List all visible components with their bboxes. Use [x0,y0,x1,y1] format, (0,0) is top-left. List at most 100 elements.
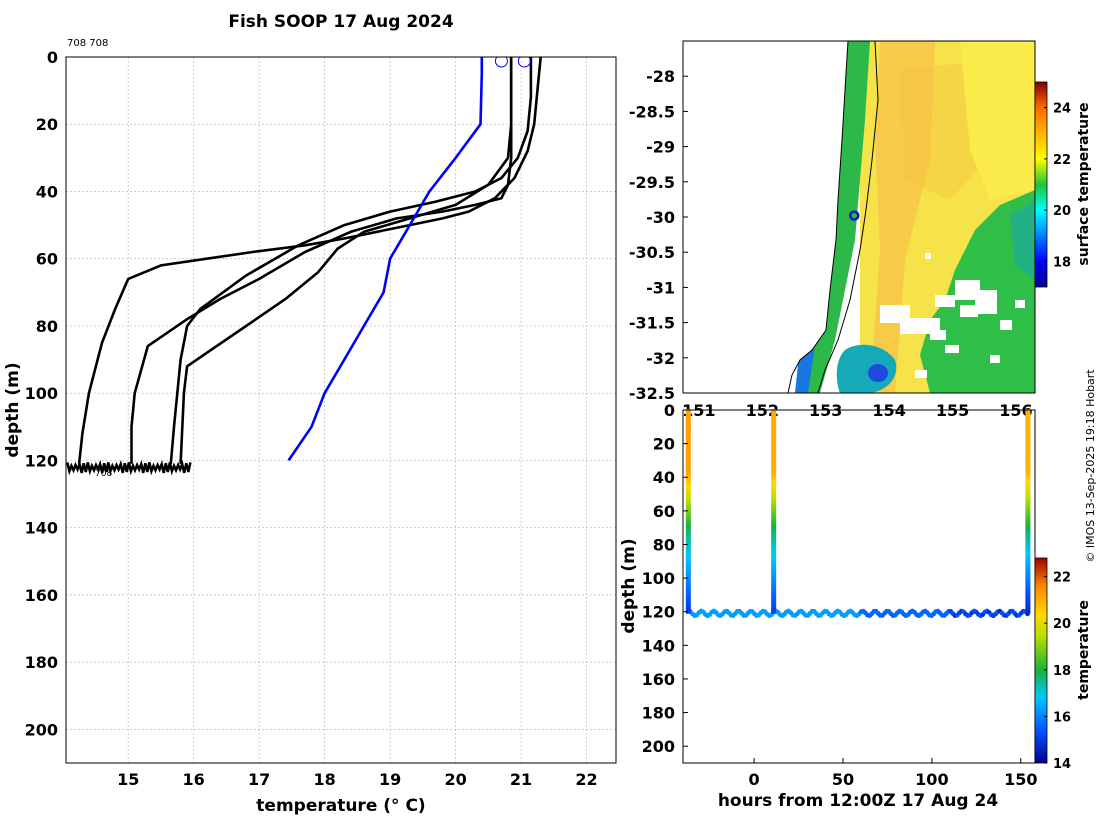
cast-sample [685,603,691,607]
td-y-tick-label: 180 [642,704,675,723]
y-tick-label: 100 [25,384,58,403]
cast-sample [685,595,691,599]
cast-sample [771,414,777,418]
cast-sample [1025,466,1031,470]
cast-sample [1025,582,1031,586]
id-label: 708 708 [67,38,108,49]
temp-cb-tick-label: 14 [1053,757,1071,772]
cast-sample [1025,605,1031,609]
cast-sample [685,565,691,569]
cast-sample [685,436,691,440]
cast-sample [1025,509,1031,513]
left-gridlines [66,56,616,763]
cast-sample [1025,446,1031,450]
chart-title: Fish SOOP 17 Aug 2024 [228,12,454,32]
series-line-profile-b [169,57,533,464]
cast-sample [771,530,777,534]
cast-sample [771,484,777,488]
cast-sample [1025,416,1031,420]
cast-sample [771,560,777,564]
cast-sample [685,454,691,458]
sst-cb-tick-label: 18 [1053,255,1071,270]
td-x-tick-label: 50 [832,770,854,789]
cast-sample [685,524,691,528]
cast-sample [771,580,777,584]
x-tick-label: 22 [575,770,597,789]
cast-sample [1025,461,1031,465]
td-y-tick-label: 140 [642,636,675,655]
cast-sample [1025,552,1031,556]
y-tick-label: 180 [25,653,58,672]
cast-sample [1025,524,1031,528]
cast-sample [685,572,691,576]
cast-sample [1025,449,1031,453]
temp-colorbar-ticks: 14 16 18 20 22 [1044,571,1071,772]
cast-sample [1025,540,1031,544]
temp-cb-tick-label: 16 [1053,710,1071,725]
cast-sample [685,519,691,523]
y-tick-label: 20 [36,115,58,134]
cast-sample [771,419,777,423]
cast-sample [1025,414,1031,418]
cast-sample [771,464,777,468]
series-line-profile-d [179,57,513,464]
td-y-tick-label: 60 [653,502,675,521]
x-tick-label: 15 [117,770,139,789]
cast-sample [685,472,691,476]
cast-sample [1025,560,1031,564]
y-tick-label: 60 [36,250,58,269]
cast-sample [1025,504,1031,508]
cast-sample [1025,562,1031,566]
cast-sample [685,522,691,526]
cast-sample [771,434,777,438]
cast-sample [685,451,691,455]
position-marker [848,210,860,221]
cast-sample [685,474,691,478]
cast-sample [1025,519,1031,523]
cast-sample [771,421,777,425]
td-y-tick-label: 0 [664,401,675,420]
cast-sample [685,477,691,481]
cast-sample [1025,547,1031,551]
cast-sample [685,426,691,430]
cast-sample [1025,527,1031,531]
td-y-tick-label: 20 [653,435,675,454]
cast-sample [771,524,777,528]
cast-sample [771,446,777,450]
left-tick-labels: 15 16 17 18 19 20 21 22 0 20 40 60 80 100 120 140 160 180… [25,48,598,789]
cast-sample [1025,472,1031,476]
sst-cb-tick-label: 24 [1053,102,1071,117]
cast-sample [1025,469,1031,473]
cast-sample [771,572,777,576]
cast-sample [771,540,777,544]
cast-sample [685,497,691,501]
cast-sample [685,580,691,584]
cast-sample [1025,545,1031,549]
map-tick-labels: -28 -28.5 -29 -29.5 -30 -30.5 -31 -31.5 -32 -32.5… [629,67,1033,420]
td-y-tick-label: 120 [642,603,675,622]
sst-coastal-strip [795,41,870,393]
cast-sample [1025,487,1031,491]
y-tick-label: 80 [36,317,58,336]
cast-sample [771,542,777,546]
sst-colorbar-ticks: 18 20 22 24 [1044,102,1071,270]
cast-sample [1025,484,1031,488]
cast-sample [685,479,691,483]
cast-sample [685,492,691,496]
cast-sample [685,502,691,506]
cast-sample [771,517,777,521]
cast-sample [771,588,777,592]
map-y-tick-label: -31 [646,278,675,297]
cast-sample [1025,550,1031,554]
cast-sample [685,411,691,415]
cast-sample [771,545,777,549]
cloud-mask [880,253,1025,378]
cast-sample [1025,431,1031,435]
left-ylabel: depth (m) [3,362,23,457]
cast-sample [771,565,777,569]
cast-sample [1025,522,1031,526]
cast-sample [685,570,691,574]
y-tick-label: 0 [47,48,58,67]
credit-text: © IMOS 13-Sep-2025 19:18 Hobart [1084,369,1097,563]
cast-sample [771,577,777,581]
